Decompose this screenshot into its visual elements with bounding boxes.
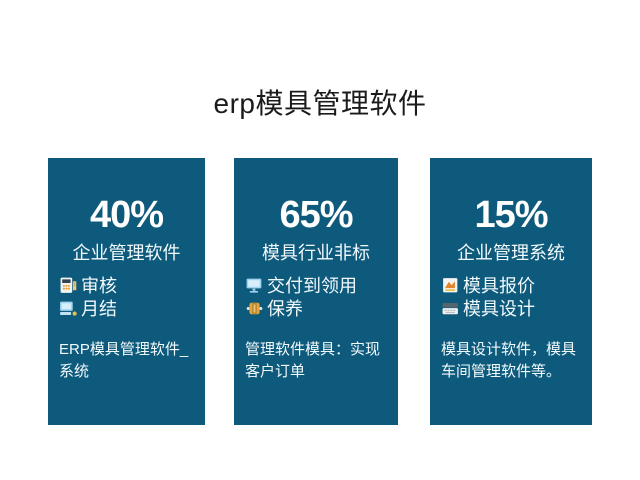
feature-item: 月结 <box>59 297 205 320</box>
feature-list: 交付到领用 保养 <box>234 274 398 320</box>
monitor-icon <box>245 276 264 295</box>
feature-label: 模具设计 <box>463 299 535 320</box>
desktop-computer-icon <box>59 299 78 318</box>
page-title: erp模具管理软件 <box>213 88 427 119</box>
feature-label: 月结 <box>81 299 117 320</box>
feature-item: 模具设计 <box>441 297 592 320</box>
panel-description: 模具设计软件，模具车间管理软件等。 <box>441 340 577 380</box>
feature-label: 保养 <box>267 299 303 320</box>
keyboard-icon <box>441 299 460 318</box>
feature-label: 模具报价 <box>463 276 535 297</box>
panel-description: 管理软件模具：实现客户订单 <box>245 340 381 380</box>
panel-description: ERP模具管理软件_系统 <box>59 340 189 380</box>
feature-item: 模具报价 <box>441 274 592 297</box>
feature-list: 模具报价 模具设计 <box>430 274 592 320</box>
feature-item: 保养 <box>245 297 398 320</box>
calculator-icon <box>59 276 78 295</box>
coin-icon <box>245 299 264 318</box>
panel-erp-software: 40% 企业管理软件 审核 <box>48 158 205 425</box>
panel-subtitle: 企业管理系统 <box>457 242 565 263</box>
percent-value: 15% <box>474 194 548 236</box>
feature-item: 交付到领用 <box>245 274 398 297</box>
feature-list: 审核 月结 <box>48 274 205 320</box>
panel-subtitle: 模具行业非标 <box>262 242 370 263</box>
percent-value: 40% <box>89 194 164 236</box>
panel-subtitle: 企业管理软件 <box>72 242 181 263</box>
feature-label: 审核 <box>81 276 117 297</box>
percent-value: 65% <box>279 194 353 236</box>
price-chart-icon <box>441 276 460 295</box>
panel-mold-industry: 65% 模具行业非标 交付到领用 <box>234 158 398 425</box>
feature-item: 审核 <box>59 274 205 297</box>
feature-label: 交付到领用 <box>267 276 357 297</box>
panel-enterprise-system: 15% 企业管理系统 模具报价 <box>430 158 592 425</box>
